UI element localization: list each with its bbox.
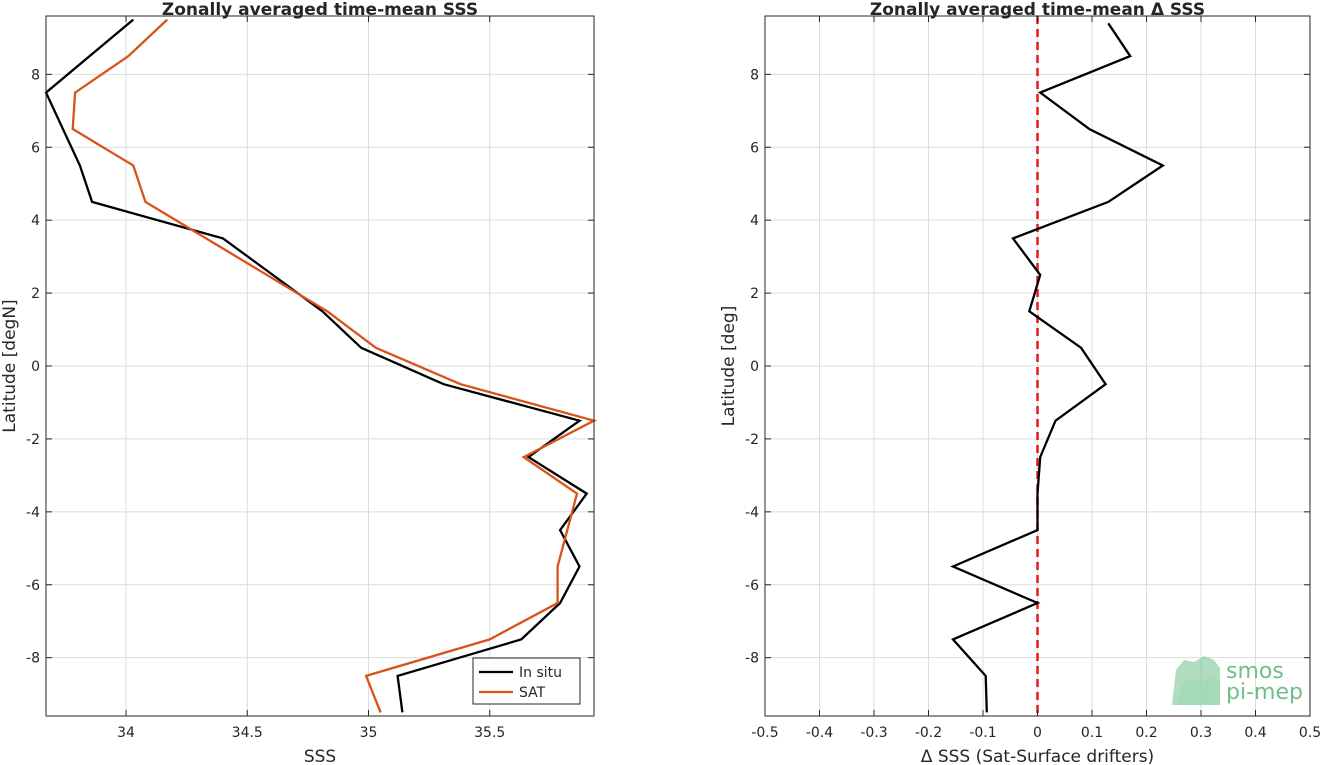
left-x-tick-label: 34.5 <box>232 725 263 741</box>
left-x-axis-label: SSS <box>304 747 336 765</box>
right-x-tick-label: -0.3 <box>860 725 887 741</box>
right-y-tick-label: 2 <box>750 286 759 302</box>
left-series-line-0 <box>44 18 589 713</box>
left-chart-title: Zonally averaged time-mean SSS <box>162 0 478 20</box>
right-y-tick-label: 4 <box>750 213 759 229</box>
left-y-axis-label: Latitude [degN] <box>0 299 20 432</box>
right-y-tick-label: 0 <box>750 359 759 375</box>
logo-text-pi-mep: pi-mep <box>1226 680 1303 705</box>
left-x-tick-label: 35 <box>360 725 378 741</box>
right-x-tick-label: -0.5 <box>751 725 778 741</box>
right-y-tick-label: -8 <box>745 651 759 667</box>
smos-pi-mep-logo: smos pi-mep <box>1172 656 1303 705</box>
left-legend-box <box>472 657 581 705</box>
left-series-line-1 <box>71 18 598 713</box>
right-x-tick-label: 0.5 <box>1299 725 1321 741</box>
left-x-tick-label: 35.5 <box>474 725 505 741</box>
left-chart-axes: 34 34.5 35 35.5 -8 -6 -4 -2 0 2 4 6 8 Zonally average… <box>0 0 598 765</box>
left-legend-label: SAT <box>519 685 546 701</box>
left-y-tick-label: -8 <box>26 651 40 667</box>
right-x-tick-label: 0.3 <box>1190 725 1212 741</box>
right-chart-axes: -0.5 -0.4 -0.3 -0.2 -0.1 0 0.1 0.2 0.3 0.4 0.5 -8 -6… <box>719 0 1321 765</box>
right-series-line-0 <box>950 22 1166 713</box>
right-y-tick-label: -2 <box>745 432 759 448</box>
left-y-tick-label: -6 <box>26 578 40 594</box>
left-y-tick-label: 2 <box>31 286 40 302</box>
right-x-tick-label: -0.1 <box>969 725 996 741</box>
right-chart-title: Zonally averaged time-mean Δ SSS <box>870 0 1205 20</box>
right-y-tick-label: -4 <box>745 505 759 521</box>
right-x-tick-label: 0.1 <box>1081 725 1103 741</box>
right-y-tick-label: -6 <box>745 578 759 594</box>
left-y-tick-label: -4 <box>26 505 40 521</box>
right-x-tick-label: 0.2 <box>1135 725 1157 741</box>
left-legend: In situ SAT <box>472 657 581 705</box>
logo-wave-shape <box>1176 676 1220 705</box>
right-y-tick-label: 6 <box>750 140 759 156</box>
right-y-tick-label: 8 <box>750 67 759 83</box>
left-y-tick-label: 0 <box>31 359 40 375</box>
left-y-tick-label: 8 <box>31 67 40 83</box>
logo-text-smos: smos <box>1226 659 1284 684</box>
right-x-tick-label: -0.4 <box>806 725 833 741</box>
right-x-tick-label: 0.4 <box>1244 725 1266 741</box>
right-x-tick-label: -0.2 <box>915 725 942 741</box>
right-x-tick-label: 0 <box>1033 725 1042 741</box>
right-x-axis-label: Δ SSS (Sat-Surface drifters) <box>921 747 1154 765</box>
left-y-tick-label: 4 <box>31 213 40 229</box>
left-y-tick-label: -2 <box>26 432 40 448</box>
left-x-tick-label: 34 <box>117 725 135 741</box>
right-y-axis-label: Latitude [deg] <box>719 306 739 427</box>
left-y-tick-label: 6 <box>31 140 40 156</box>
left-legend-label: In situ <box>519 665 562 681</box>
